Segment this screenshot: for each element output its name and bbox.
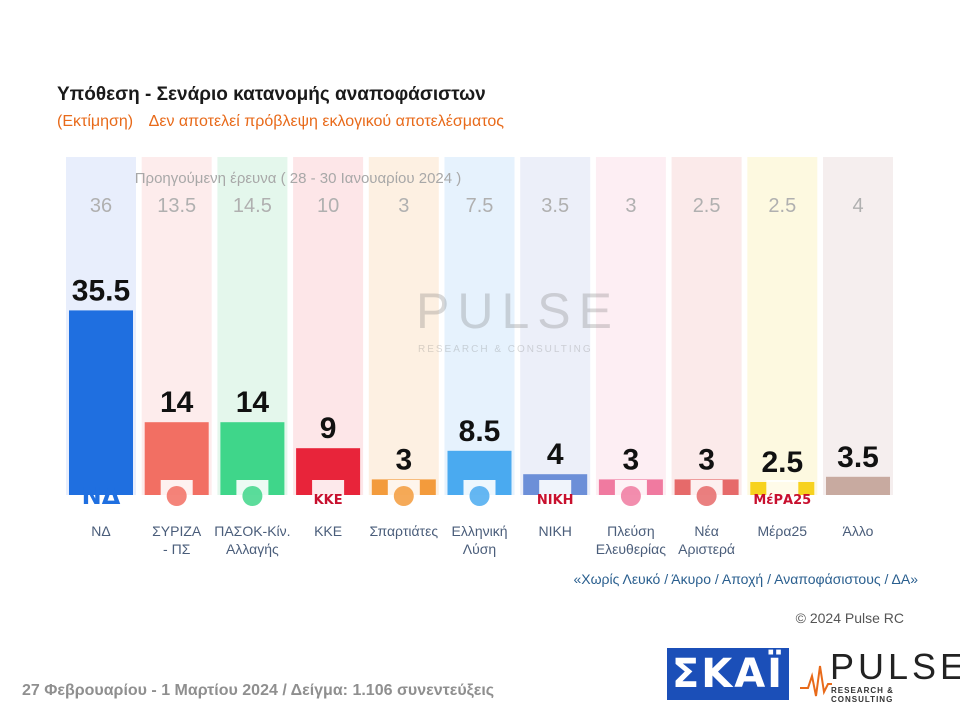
chart-title: Υπόθεση - Σενάριο κατανομής αναποφάσιστω…: [57, 84, 486, 105]
value-label: 4: [547, 438, 564, 471]
pulse-watermark: PULSE RESEARCH & CONSULTING: [372, 282, 612, 362]
value-label: 9: [320, 412, 337, 445]
previous-value-label: 3: [625, 195, 636, 217]
column-background: [293, 157, 364, 495]
previous-value-label: 10: [317, 195, 339, 217]
previous-value-label: 4: [852, 195, 863, 217]
value-label: 3.5: [837, 441, 879, 474]
skai-logo: ΣΚΑΪ: [667, 648, 789, 700]
kke-logo: [312, 480, 345, 512]
category-label: Ελευθερίας: [596, 541, 666, 557]
previous-value-label: 2.5: [768, 195, 796, 217]
value-label: 3: [698, 443, 715, 476]
previous-value-label: 13.5: [157, 195, 196, 217]
column-background: [747, 157, 818, 495]
previous-value-label: 36: [90, 195, 112, 217]
column-background: [823, 157, 893, 495]
previous-value-label: 2.5: [693, 195, 721, 217]
elliniki-lysi-logo-mark: [469, 486, 490, 506]
category-label: ΝΙΚΗ: [538, 523, 571, 539]
category-label: ΝΔ: [91, 523, 110, 539]
previous-survey-label: Προηγούμενη έρευνα ( 28 - 30 Ιανουαρίου …: [135, 170, 462, 187]
previous-value-label: 14.5: [233, 195, 272, 217]
mera25-logo: [766, 480, 799, 512]
previous-value-label: 7.5: [466, 195, 494, 217]
niki-logo-text: ΝΙΚΗ: [537, 493, 574, 508]
category-label: Αριστερά: [678, 541, 735, 557]
category-label: ΚΚΕ: [314, 523, 342, 539]
nd-logo-text: ΝΔ: [82, 482, 121, 510]
category-label: Ελληνική: [451, 523, 507, 539]
category-label: Αλλαγής: [226, 541, 279, 557]
kke-logo-text: ΚΚΕ: [314, 493, 343, 508]
category-label: Πλεύση: [607, 523, 654, 539]
category-label: ΣΥΡΙΖΑ: [152, 523, 202, 539]
watermark-brand: PULSE: [416, 283, 620, 339]
pulse-wave-icon: [800, 665, 832, 697]
chart-subtitle: (Εκτίμηση) Δεν αποτελεί πρόβλεψη εκλογικ…: [57, 113, 516, 131]
value-label: 35.5: [72, 274, 130, 307]
nea-aristera-logo-mark: [696, 486, 717, 506]
value-label: 3: [623, 443, 640, 476]
pulse-logo-word: PULSE: [830, 646, 960, 687]
column-background: [444, 157, 515, 495]
syriza-logo-mark: [166, 486, 187, 506]
column-background: [368, 157, 439, 495]
niki-logo: [539, 480, 572, 512]
bar: [69, 310, 133, 495]
survey-footer: 27 Φεβρουαρίου - 1 Μαρτίου 2024 / Δείγμα…: [22, 682, 495, 699]
category-label: Νέα: [694, 523, 718, 539]
subtitle-estimate: (Εκτίμηση): [57, 113, 134, 130]
spartiates-logo-mark: [393, 486, 414, 506]
value-label: 14: [160, 386, 194, 419]
watermark-tagline: RESEARCH & CONSULTING: [418, 344, 593, 355]
column-background: [671, 157, 742, 495]
copyright: © 2024 Pulse RC: [795, 610, 904, 626]
column-background: [520, 157, 591, 495]
value-label: 3: [395, 443, 412, 476]
pulse-logo: PULSE RESEARCH & CONSULTING: [800, 646, 960, 704]
previous-value-label: 3: [398, 195, 409, 217]
subtitle-disclaimer: Δεν αποτελεί πρόβλεψη εκλογικού αποτελέσ…: [148, 113, 504, 130]
plefsi-logo-mark: [620, 486, 641, 506]
pulse-logo-tagline: RESEARCH & CONSULTING: [831, 686, 894, 704]
category-label: Άλλο: [843, 523, 874, 539]
category-label: ΠΑΣΟΚ-Κίν.: [214, 523, 290, 539]
value-label: 14: [236, 386, 270, 419]
category-label: Λύση: [463, 541, 496, 557]
category-label: Μέρα25: [758, 523, 808, 539]
mera25-logo-text: ΜέΡΑ25: [753, 493, 811, 508]
category-label: - ΠΣ: [163, 541, 191, 557]
bar: [826, 476, 890, 495]
value-label: 8.5: [459, 415, 501, 448]
value-label: 2.5: [761, 446, 803, 479]
column-background: [595, 157, 666, 495]
pasok-logo-mark: [242, 486, 263, 506]
category-label: Σπαρτιάτες: [370, 523, 439, 539]
previous-value-label: 3.5: [541, 195, 569, 217]
footnote: «Χωρίς Λευκό / Άκυρο / Αποχή / Αναποφάσι…: [573, 571, 918, 587]
